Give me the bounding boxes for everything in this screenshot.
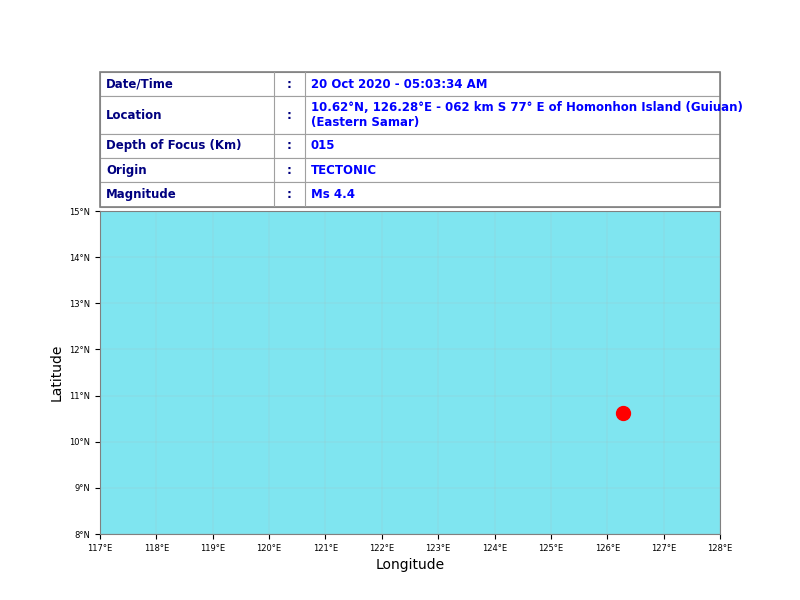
- Text: Depth of Focus (Km): Depth of Focus (Km): [106, 139, 242, 152]
- FancyBboxPatch shape: [100, 134, 720, 158]
- Text: :: :: [286, 164, 291, 177]
- Text: Ms 4.4: Ms 4.4: [310, 188, 355, 201]
- Text: Date/Time: Date/Time: [106, 77, 174, 91]
- FancyBboxPatch shape: [100, 96, 720, 134]
- Text: :: :: [286, 109, 291, 122]
- Text: :: :: [286, 77, 291, 91]
- Text: TECTONIC: TECTONIC: [310, 164, 377, 177]
- FancyBboxPatch shape: [100, 158, 720, 182]
- FancyBboxPatch shape: [100, 182, 720, 206]
- X-axis label: Longitude: Longitude: [375, 558, 445, 572]
- Text: 10.62°N, 126.28°E - 062 km S 77° E of Homonhon Island (Guiuan) (Eastern Samar): 10.62°N, 126.28°E - 062 km S 77° E of Ho…: [310, 101, 742, 129]
- Y-axis label: Latitude: Latitude: [50, 344, 63, 401]
- FancyBboxPatch shape: [100, 72, 720, 96]
- Text: 20 Oct 2020 - 05:03:34 AM: 20 Oct 2020 - 05:03:34 AM: [310, 77, 487, 91]
- Text: Magnitude: Magnitude: [106, 188, 177, 201]
- Text: :: :: [286, 188, 291, 201]
- Text: 015: 015: [310, 139, 335, 152]
- Text: Origin: Origin: [106, 164, 147, 177]
- Text: Location: Location: [106, 109, 162, 122]
- Text: :: :: [286, 139, 291, 152]
